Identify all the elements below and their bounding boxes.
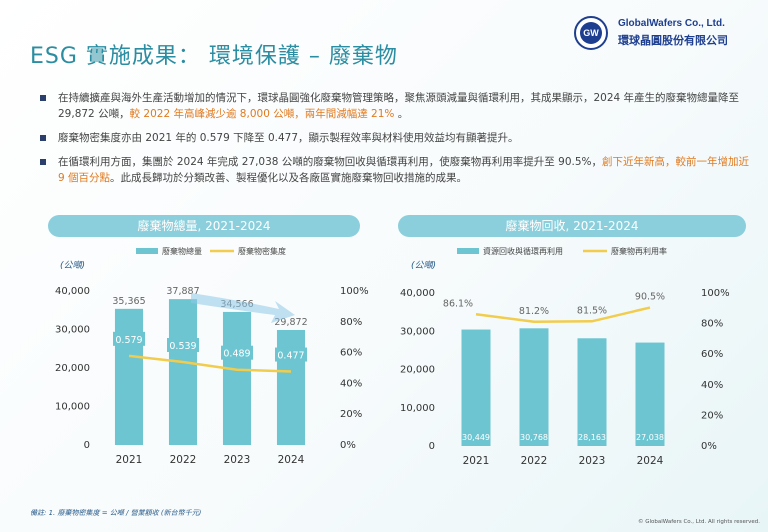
line-value-label: 90.5% (635, 292, 665, 303)
page-title: ESG 實施成果： 環境保護 – 廢棄物 (30, 44, 398, 69)
right-axis-tick: 40% (701, 380, 723, 391)
waste-total-chart: (公噸) 廢棄物總量 廢棄物密集度 0 10,000 20,000 30,000 40,000… (40, 240, 370, 470)
bar-value-label: 30,768 (520, 433, 548, 442)
bullet-text: 廢棄物密集度亦由 2021 年的 0.579 下降至 0.477，顯示製程效率與… (58, 132, 519, 144)
globe-logo-icon: GW (574, 16, 608, 50)
line-label-box (167, 337, 199, 352)
waste-total-chart-svg: (公噸) 廢棄物總量 廢棄物密集度 0 10,000 20,000 30,000 40,000… (55, 246, 369, 466)
right-axis-tick: 60% (340, 348, 362, 359)
right-axis-tick: 20% (340, 409, 362, 420)
bullet-item: 在持續擴產與海外生產活動增加的情況下，環球晶圓強化廢棄物管理策略，聚焦源頭減量與… (38, 90, 750, 122)
logo-chinese-name: 環球晶圓股份有限公司 (618, 34, 728, 47)
bar-value-label: 29,872 (274, 317, 307, 328)
left-axis-tick: 10,000 (400, 403, 435, 414)
x-axis-tick: 2024 (278, 454, 305, 466)
bar (114, 308, 144, 445)
unit-label: (公噸) (411, 260, 436, 271)
x-axis-tick: 2022 (521, 455, 548, 467)
right-axis-tick: 20% (701, 410, 723, 421)
bar-value-label: 28,163 (578, 433, 606, 442)
bar (577, 338, 607, 446)
waste-recycling-chart: (公噸) 資源回收與循環再利用 廢棄物再利用率 0 10,000 20,000 30,000… (395, 240, 740, 470)
waste-recycling-chart-svg: (公噸) 資源回收與循環再利用 廢棄物再利用率 0 10,000 20,000 30,000… (400, 246, 730, 467)
line-value-label: 86.1% (443, 298, 473, 309)
bullet-item: 廢棄物密集度亦由 2021 年的 0.579 下降至 0.477，顯示製程效率與… (38, 130, 750, 146)
chart-title-waste-total: 廢棄物總量, 2021-2024 (48, 215, 360, 237)
right-axis-tick: 0% (340, 440, 356, 451)
line-value-label: 81.5% (577, 305, 607, 316)
series-line (475, 306, 651, 324)
bar (635, 342, 665, 446)
left-axis-tick: 30,000 (55, 325, 90, 336)
line-label-box (113, 331, 145, 346)
bullet-item: 在循環利用方面，集團於 2024 年完成 27,038 公噸的廢棄物回收與循環再… (38, 154, 750, 186)
trend-arrow-icon (191, 293, 295, 323)
copyright: © GlobalWafers Co., Ltd. All rights rese… (638, 519, 761, 525)
x-axis-tick: 2021 (463, 455, 490, 467)
bar (168, 299, 198, 445)
x-axis-tick: 2023 (579, 455, 606, 467)
bar-value-label: 37,887 (166, 286, 199, 297)
bar-value-label: 27,038 (636, 433, 664, 442)
right-axis-tick: 0% (701, 441, 717, 452)
legend-bar-label: 資源回收與循環再利用 (483, 246, 563, 256)
x-axis-tick: 2021 (116, 454, 143, 466)
bar (222, 311, 252, 445)
left-axis-tick: 30,000 (400, 326, 435, 337)
line-value-label: 81.2% (519, 306, 549, 317)
footnote: 備註: 1. 廢棄物密集度 = 公噸 / 營業額收 (新台幣千元) (30, 509, 202, 517)
bar (519, 328, 549, 446)
left-axis-tick: 0 (429, 441, 435, 452)
legend-bar-swatch (457, 248, 479, 254)
left-axis-tick: 0 (84, 440, 90, 451)
right-axis-tick: 40% (340, 378, 362, 389)
line-value-label: 0.489 (223, 349, 250, 360)
right-axis-tick: 100% (701, 288, 730, 299)
line-label-box (221, 345, 253, 360)
company-logo: GW GlobalWafers Co., Ltd. 環球晶圓股份有限公司 (574, 12, 764, 54)
bullet-highlight: 創下近年新高，較前一年增加近 9 個百分點 (58, 156, 750, 184)
legend-bar-swatch (136, 248, 158, 254)
logo-mark: GW (580, 22, 602, 44)
chart-title-waste-recycling: 廢棄物回收, 2021-2024 (398, 215, 746, 237)
left-axis-tick: 40,000 (55, 286, 90, 297)
bar (461, 329, 491, 446)
bullet-text-end: 。此成長歸功於分類改善、製程優化以及各廠區實施廢棄物回收措施的成果。 (110, 172, 468, 184)
bullet-text: 在持續擴產與海外生產活動增加的情況下，環球晶圓強化廢棄物管理策略，聚焦源頭減量與… (58, 92, 740, 120)
right-axis-tick: 100% (340, 286, 369, 297)
x-axis-tick: 2024 (637, 455, 664, 467)
left-axis-tick: 40,000 (400, 288, 435, 299)
bullet-text: 在循環利用方面，集團於 2024 年完成 27,038 公噸的廢棄物回收與循環再… (58, 156, 603, 168)
line-label-box (275, 347, 307, 362)
bullet-list: 在持續擴產與海外生產活動增加的情況下，環球晶圓強化廢棄物管理策略，聚焦源頭減量與… (38, 90, 750, 194)
right-axis-tick: 80% (340, 317, 362, 328)
logo-english-name: GlobalWafers Co., Ltd. (618, 18, 725, 29)
left-axis-tick: 10,000 (55, 402, 90, 413)
right-axis-tick: 60% (701, 349, 723, 360)
legend-line-label: 廢棄物密集度 (238, 246, 286, 256)
right-axis-tick: 80% (701, 319, 723, 330)
line-value-label: 0.539 (169, 341, 196, 352)
line-value-label: 0.477 (277, 351, 304, 362)
left-axis-tick: 20,000 (400, 365, 435, 376)
series-line (128, 354, 292, 373)
legend-line-label: 廢棄物再利用率 (611, 246, 667, 256)
x-axis-tick: 2023 (224, 454, 251, 466)
bar-value-label: 30,449 (462, 433, 490, 442)
bar-value-label: 35,365 (112, 296, 145, 307)
line-value-label: 0.579 (115, 335, 142, 346)
bullet-text-end: 。 (394, 108, 409, 120)
bar (276, 329, 306, 445)
legend-bar-label: 廢棄物總量 (162, 246, 202, 256)
x-axis-tick: 2022 (170, 454, 197, 466)
unit-label: (公噸) (60, 260, 85, 271)
left-axis-tick: 20,000 (55, 363, 90, 374)
bullet-highlight: 較 2022 年高峰減少逾 8,000 公噸，兩年間減幅達 21% (129, 108, 395, 120)
